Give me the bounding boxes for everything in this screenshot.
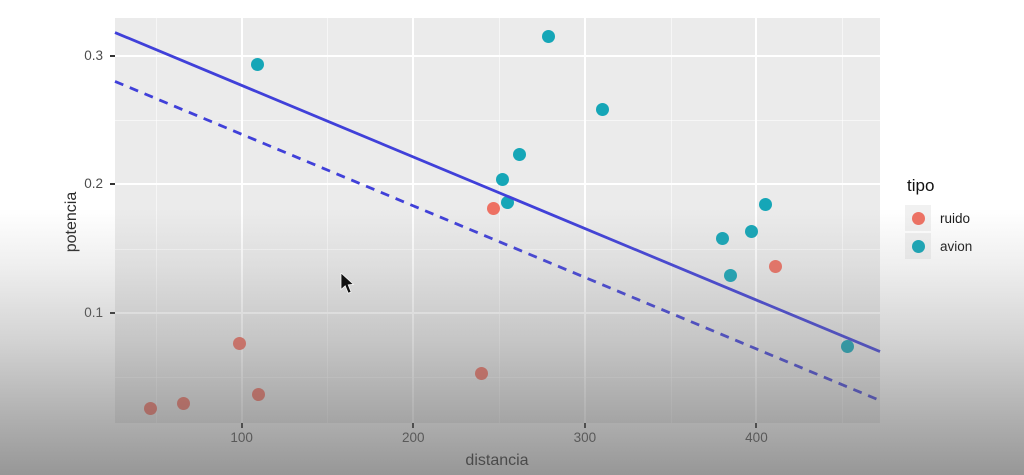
x-tick-label: 100 <box>230 430 253 445</box>
y-tick-mark <box>110 183 115 186</box>
x-axis-title: distancia <box>465 452 529 469</box>
legend-label-ruido: ruido <box>940 210 971 226</box>
y-tick-mark <box>110 54 115 57</box>
x-tick-mark <box>240 423 243 428</box>
plot-panel <box>114 18 881 423</box>
legend-key-ruido <box>905 205 931 231</box>
legend-title: tipo <box>907 176 935 195</box>
legend-label-avion: avion <box>940 238 973 254</box>
legend-dot-avion-icon <box>911 239 925 253</box>
legend-item-avion: avion <box>905 232 972 260</box>
y-tick-label: 0.1 <box>84 305 103 320</box>
regression-lines-layer <box>114 31 881 402</box>
x-tick-label: 200 <box>401 430 425 445</box>
y-axis-title: potencia <box>63 191 80 253</box>
x-tick-mark <box>583 423 586 428</box>
fit-line-solid <box>114 31 881 353</box>
mouse-cursor-icon <box>340 273 355 294</box>
x-tick-mark <box>412 423 415 428</box>
y-tick-label: 0.3 <box>84 47 103 63</box>
x-tick-label: 300 <box>573 430 597 445</box>
legend: tipo ruido avion <box>905 176 972 260</box>
x-tick-mark <box>755 423 758 428</box>
y-tick-mark <box>110 312 115 314</box>
x-tick-label: 400 <box>745 430 768 445</box>
fit-line-dashed <box>114 80 881 402</box>
y-tick-label: 0.2 <box>84 176 103 192</box>
legend-item-ruido: ruido <box>905 204 972 232</box>
legend-dot-ruido-icon <box>911 211 925 225</box>
legend-key-avion <box>905 233 931 259</box>
